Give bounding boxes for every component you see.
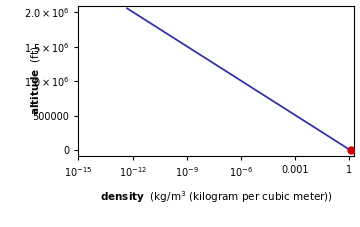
- Text: $\mathbf{density}$  $\rm{(kg/m^3}$ (kilogram per cubic meter)): $\mathbf{density}$ $\rm{(kg/m^3}$ (kilog…: [100, 189, 333, 205]
- Text: $\mathbf{altitude}$  (ft): $\mathbf{altitude}$ (ft): [29, 46, 42, 115]
